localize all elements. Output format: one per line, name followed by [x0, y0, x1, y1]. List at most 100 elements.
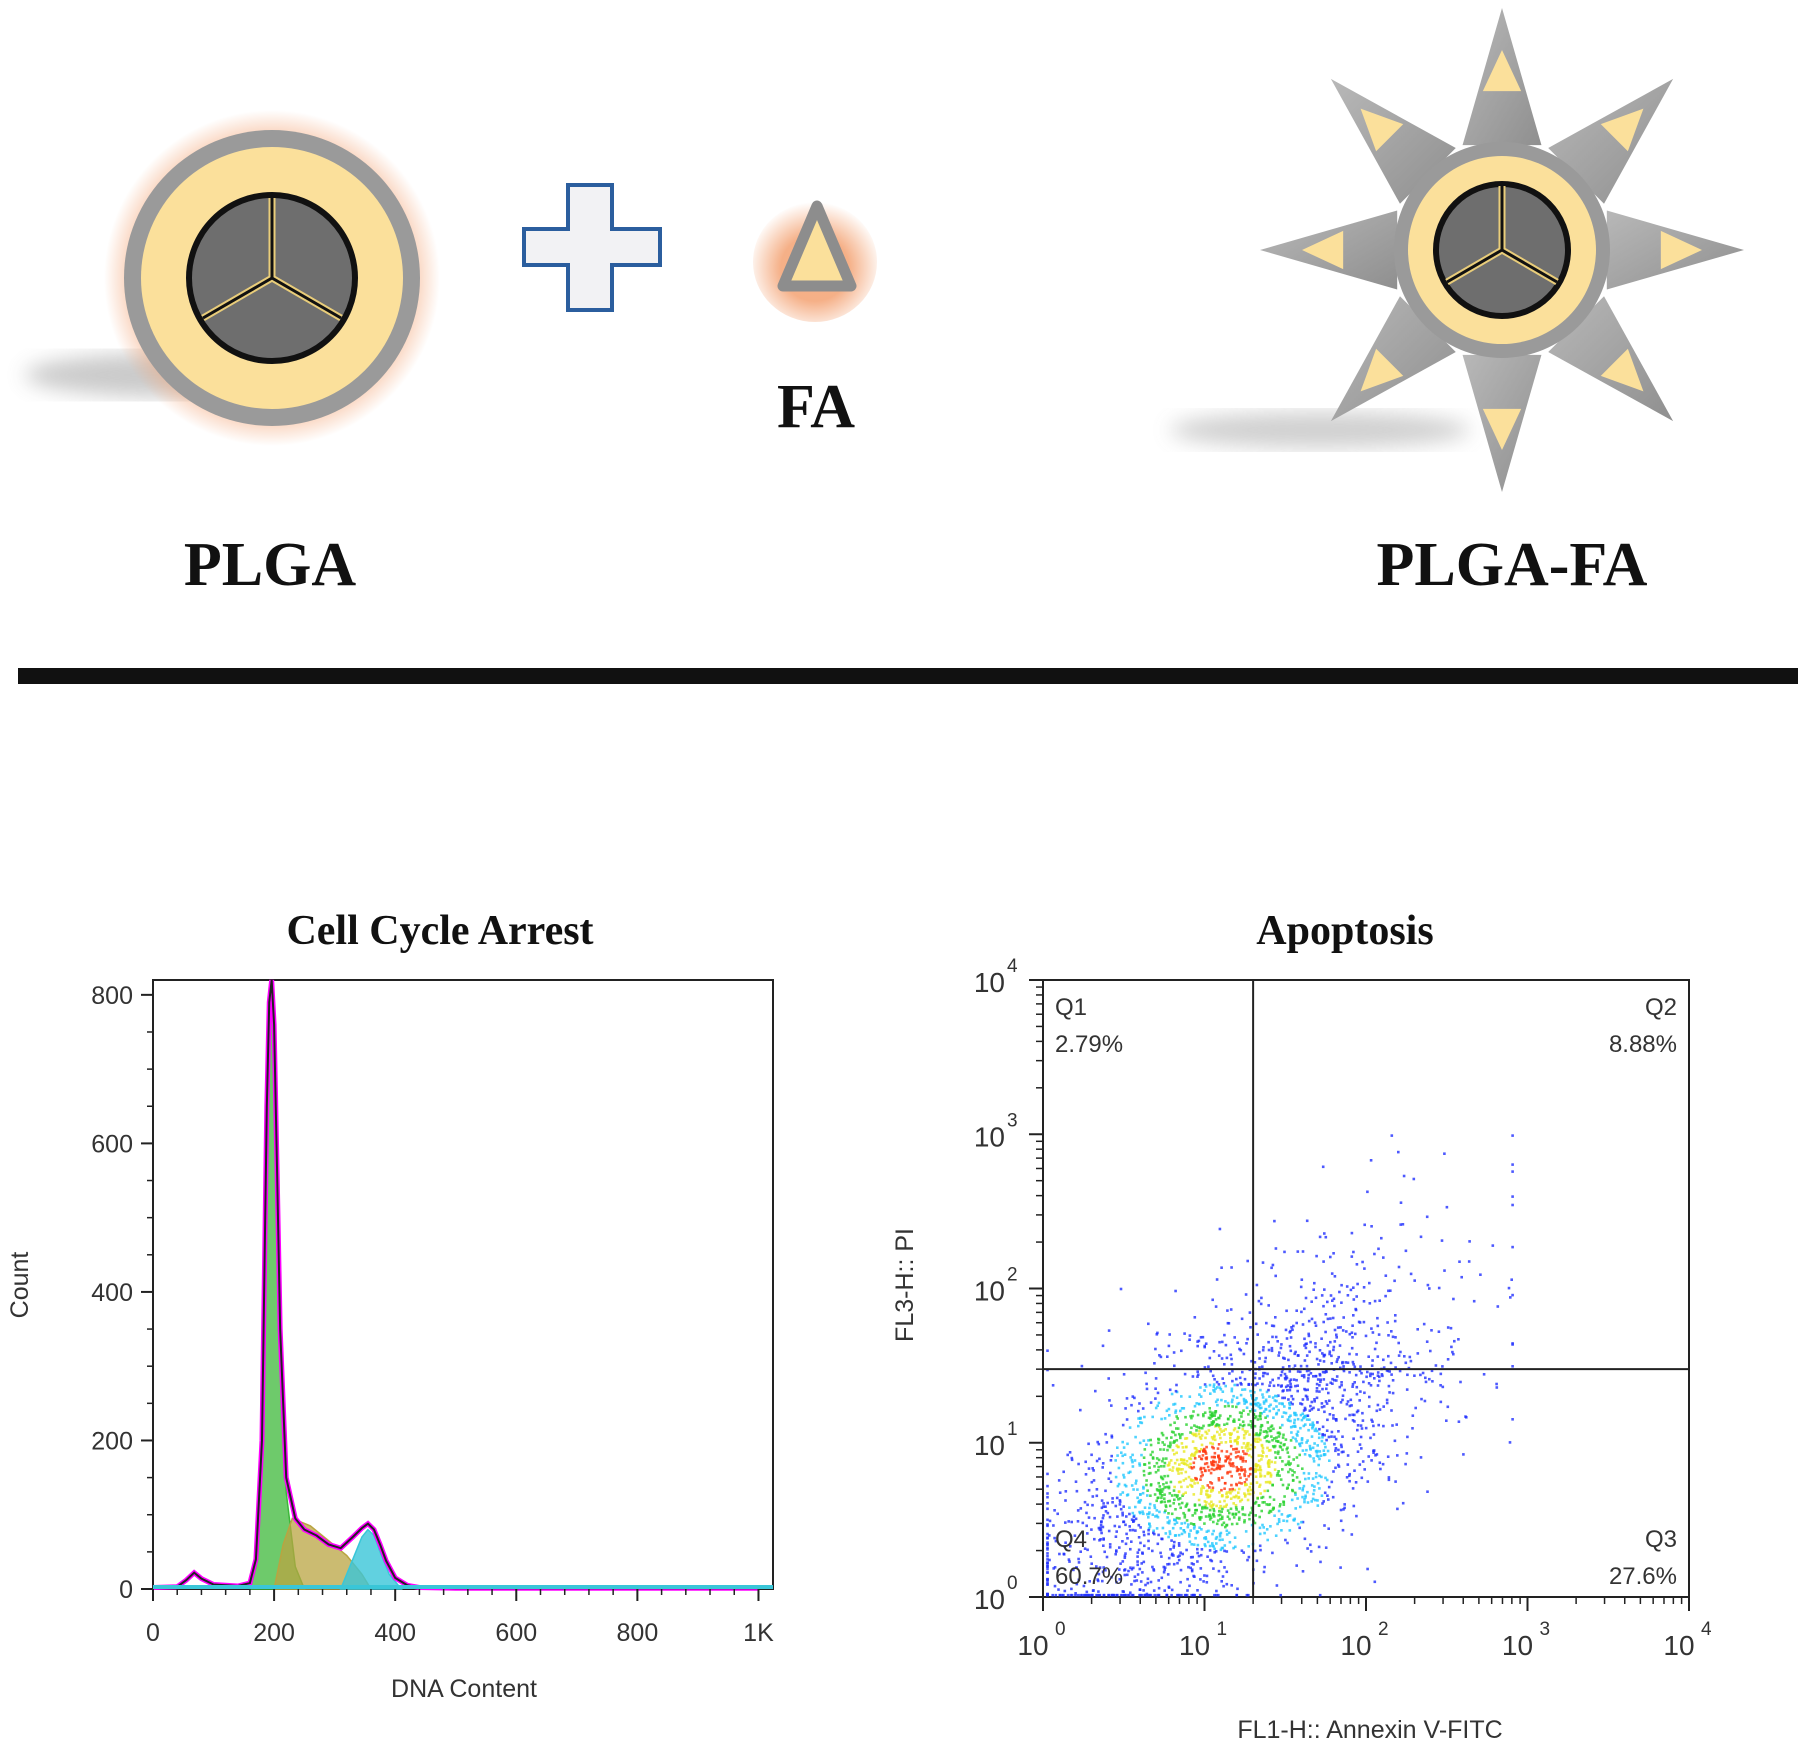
scatter-point [1257, 1437, 1261, 1440]
scatter-point [1218, 1457, 1221, 1460]
scatter-point [1086, 1503, 1089, 1507]
scatter-point [1235, 1465, 1238, 1469]
scatter-point [1346, 1294, 1350, 1297]
scatter-point [1311, 1477, 1315, 1480]
scatter-point [1332, 1414, 1335, 1417]
scatter-point [1151, 1415, 1154, 1419]
scatter-point [1172, 1554, 1175, 1557]
scatter-point [1276, 1522, 1279, 1526]
scatter-point [1312, 1288, 1315, 1291]
scatter-point [1207, 1429, 1211, 1432]
scatter-point [1111, 1501, 1114, 1504]
scatter-point [1068, 1451, 1072, 1454]
scatter-point [1046, 1524, 1049, 1528]
scatter-point [1258, 1468, 1262, 1472]
scatter-point [1163, 1566, 1167, 1569]
scatter-point [1308, 1454, 1311, 1457]
scatter-point [1085, 1590, 1089, 1594]
scatter-point [1196, 1370, 1199, 1373]
scatter-point [1210, 1467, 1214, 1471]
scatter-point [1312, 1457, 1315, 1460]
scatter-point [1122, 1473, 1125, 1477]
scatter-point [1211, 1442, 1215, 1446]
scatter-point [1129, 1591, 1132, 1594]
scatter-point [1168, 1519, 1171, 1523]
scatter-point [1221, 1340, 1224, 1344]
scatter-point [1136, 1555, 1139, 1558]
scatter-point [1446, 1405, 1450, 1409]
scatter-point [1138, 1402, 1141, 1405]
y-tick-exponent: 1 [1007, 1419, 1018, 1440]
scatter-point [1224, 1428, 1227, 1431]
scatter-point [1289, 1425, 1293, 1429]
scatter-point [1467, 1260, 1471, 1263]
scatter-point [1191, 1440, 1195, 1443]
scatter-point [1315, 1472, 1318, 1475]
scatter-point [1323, 1524, 1326, 1527]
scatter-point [1152, 1529, 1155, 1533]
scatter-point [1151, 1450, 1154, 1454]
scatter-point [1232, 1495, 1236, 1499]
scatter-point [1284, 1463, 1288, 1467]
scatter-point [1193, 1404, 1197, 1408]
scatter-point [1212, 1513, 1215, 1517]
scatter-point [1162, 1448, 1166, 1451]
scatter-point [1278, 1426, 1282, 1429]
scatter-point [1141, 1407, 1145, 1410]
scatter-point [1175, 1383, 1178, 1387]
scatter-point [1204, 1469, 1207, 1473]
scatter-point [1511, 1163, 1514, 1166]
scatter-point [1192, 1543, 1196, 1546]
scatter-point [1332, 1345, 1336, 1349]
scatter-point [1190, 1454, 1193, 1457]
scatter-point [1287, 1419, 1290, 1422]
scatter-point [1121, 1423, 1125, 1427]
scatter-point [1369, 1384, 1373, 1387]
scatter-point [1113, 1524, 1117, 1528]
scatter-point [1387, 1384, 1391, 1388]
scatter-point [1064, 1521, 1067, 1524]
scatter-point [1191, 1555, 1194, 1559]
scatter-point [1309, 1550, 1313, 1553]
quadrant-name: Q4 [1055, 1526, 1087, 1553]
scatter-point [1413, 1279, 1416, 1282]
fa-ligand-triangle-icon [1360, 348, 1404, 392]
scatter-point [1229, 1308, 1233, 1311]
scatter-point [1193, 1525, 1196, 1528]
scatter-point [1229, 1470, 1232, 1474]
scatter-point [1267, 1440, 1271, 1444]
scatter-point [1138, 1462, 1141, 1465]
scatter-point [1193, 1575, 1196, 1578]
scatter-point [1437, 1330, 1441, 1333]
scatter-point [1101, 1579, 1104, 1583]
scatter-point [1230, 1432, 1233, 1435]
scatter-point [1335, 1375, 1339, 1378]
scatter-point [1075, 1566, 1078, 1569]
scatter-point [1161, 1459, 1164, 1463]
scatter-point [1338, 1344, 1342, 1347]
scatter-point [1121, 1454, 1124, 1458]
scatter-point [1322, 1304, 1325, 1308]
scatter-point [1225, 1550, 1229, 1553]
scatter-point [1341, 1361, 1344, 1365]
scatter-point [1115, 1549, 1118, 1552]
scatter-point [1258, 1403, 1262, 1406]
scatter-point [1247, 1545, 1250, 1548]
scatter-point [1149, 1443, 1153, 1447]
scatter-point [1321, 1433, 1324, 1436]
scatter-point [1205, 1445, 1208, 1449]
scatter-point [1254, 1383, 1257, 1387]
scatter-point [1160, 1417, 1163, 1421]
scatter-point [1453, 1339, 1456, 1343]
scatter-point [1211, 1411, 1214, 1415]
scatter-point [1268, 1495, 1272, 1499]
scatter-point [1416, 1328, 1419, 1331]
scatter-point [1325, 1383, 1329, 1386]
x-tick-label: 1K [743, 1619, 774, 1647]
scatter-point [1326, 1344, 1330, 1347]
scatter-point [1387, 1289, 1390, 1293]
scatter-point [1213, 1414, 1216, 1417]
scatter-point [1261, 1501, 1264, 1504]
scatter-point [1282, 1501, 1286, 1504]
scatter-point [1370, 1459, 1373, 1462]
